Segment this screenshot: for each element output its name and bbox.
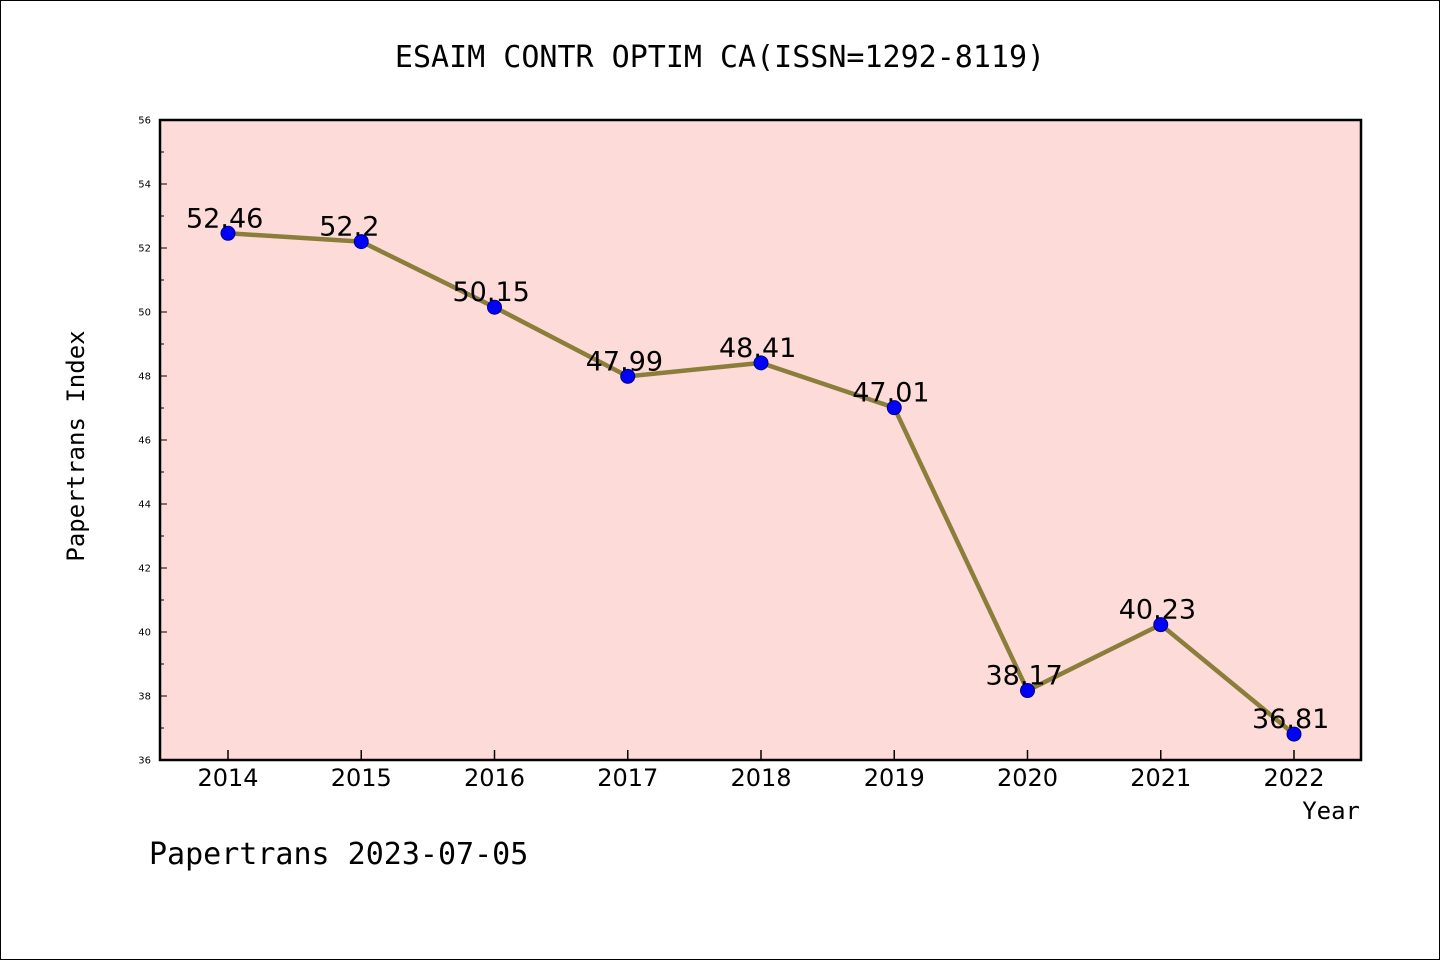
x-tick-label: 2016 <box>464 764 525 792</box>
x-axis: 2014 2015 2016 2017 2018 2019 2020 2021 2022 <box>197 750 1325 792</box>
y-tick-label: 36 <box>138 756 151 767</box>
y-tick-label: 46 <box>138 436 151 447</box>
x-tick-label: 2021 <box>1130 764 1191 792</box>
data-point <box>353 234 369 250</box>
plot-border <box>158 118 1363 762</box>
x-tick-label: 2014 <box>197 764 258 792</box>
data-label: 38.17 <box>986 661 1063 692</box>
y-tick-label: 52 <box>138 244 151 255</box>
x-tick-label: 2020 <box>997 764 1058 792</box>
y-axis-title: Papertrans Index <box>62 330 90 561</box>
y-tick-label: 50 <box>138 308 151 319</box>
data-point <box>620 368 636 384</box>
y-tick-label: 56 <box>138 116 151 127</box>
y-tick-label: 42 <box>138 564 151 575</box>
y-tick-label: 38 <box>138 692 151 703</box>
data-point <box>220 225 236 241</box>
chart-title: ESAIM CONTR OPTIM CA(ISSN=1292-8119) <box>395 40 1045 75</box>
plot-area <box>160 120 1361 760</box>
data-point <box>1020 683 1035 699</box>
data-point <box>1286 726 1302 742</box>
x-tick-label: 2022 <box>1263 764 1324 792</box>
x-tick-label: 2019 <box>864 764 925 792</box>
data-label: 50.15 <box>453 277 530 308</box>
x-tick-label: 2017 <box>597 764 658 792</box>
x-tick-label: 2018 <box>730 764 791 792</box>
data-label: 52.46 <box>186 203 263 234</box>
data-series: 52.46 52.2 50.15 47.99 48.41 47.01 38.17 40.23 3… <box>186 203 1329 742</box>
data-label: 48.41 <box>719 333 796 364</box>
y-tick-label: 44 <box>138 500 151 511</box>
data-label: 47.01 <box>852 378 929 409</box>
data-label: 47.99 <box>586 346 663 377</box>
data-label: 52.2 <box>319 212 379 243</box>
data-label: 36.81 <box>1252 704 1329 735</box>
x-tick-label: 2015 <box>331 764 392 792</box>
x-axis-title: Year <box>1302 797 1360 825</box>
y-tick-label: 40 <box>138 628 151 639</box>
data-point <box>753 355 769 371</box>
data-point <box>1153 617 1169 633</box>
y-tick-label: 54 <box>138 180 151 191</box>
footer-date: Papertrans 2023-07-05 <box>149 837 528 872</box>
y-tick-label: 48 <box>138 372 151 383</box>
data-label: 40.23 <box>1119 595 1196 626</box>
data-point <box>886 400 902 416</box>
data-point <box>487 299 502 315</box>
